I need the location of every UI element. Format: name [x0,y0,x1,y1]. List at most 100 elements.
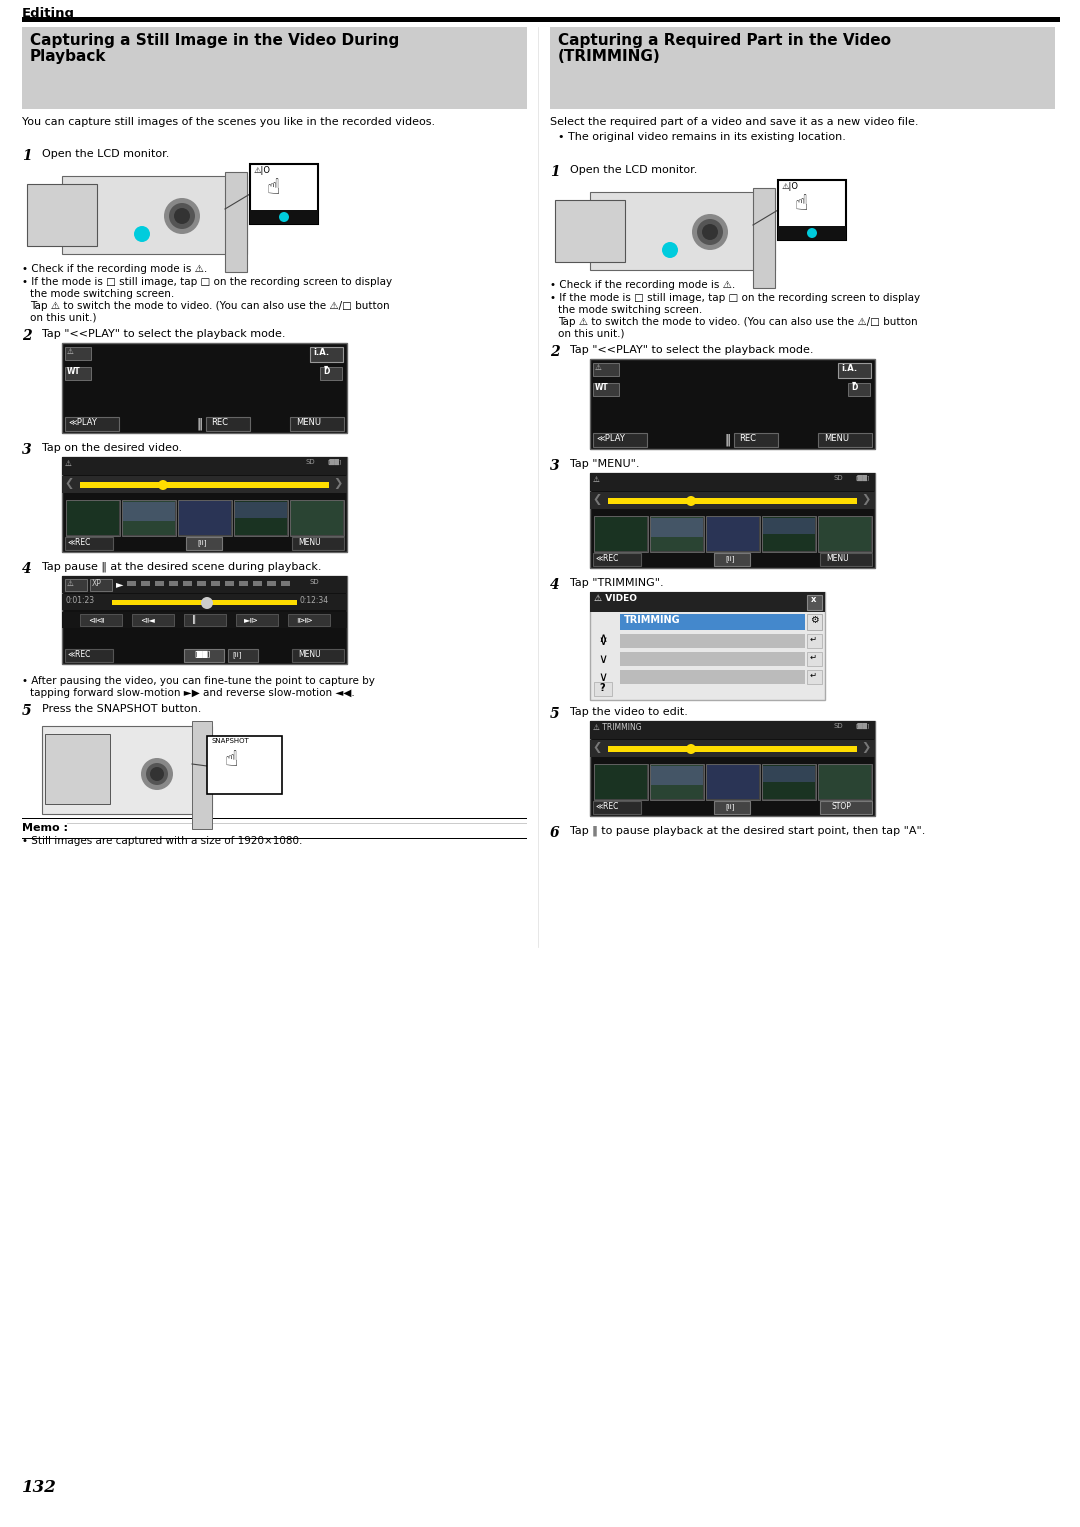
Text: [██]: [██] [855,475,869,481]
Bar [593,363,619,376]
Text: [ii]: [ii] [725,803,734,809]
Bar [197,580,206,586]
Bar [620,670,805,684]
Bar [281,580,291,586]
Text: • Check if the recording mode is ⚠.: • Check if the recording mode is ⚠. [22,264,207,273]
Bar [590,192,775,270]
Bar [593,434,647,447]
Circle shape [146,764,168,785]
Circle shape [279,212,289,221]
Text: ≪REC: ≪REC [595,802,619,811]
Text: the mode switching screen.: the mode switching screen. [30,289,174,299]
Bar [762,518,815,551]
Bar [234,499,288,536]
Text: Tap pause ‖ at the desired scene during playback.: Tap pause ‖ at the desired scene during … [42,562,322,573]
Bar [239,580,248,586]
Bar [819,765,870,799]
Text: ⚠: ⚠ [593,475,599,484]
Text: Editing: Editing [22,8,75,20]
Text: ▾: ▾ [852,379,856,386]
Bar [42,725,212,814]
Bar [590,592,825,612]
Text: ≪PLAY: ≪PLAY [596,434,625,443]
Bar [207,736,282,794]
Bar [291,499,345,536]
Text: Capturing a Required Part in the Video: Capturing a Required Part in the Video [558,34,891,47]
Text: 3: 3 [550,460,559,473]
Bar [590,359,875,449]
Circle shape [134,226,150,241]
Bar [762,765,815,799]
Text: 3: 3 [22,443,31,457]
Text: SD: SD [309,579,319,585]
Text: 0:01:23: 0:01:23 [65,596,94,605]
Bar [90,579,112,591]
Bar [594,516,648,551]
Bar [778,226,846,240]
Circle shape [168,203,195,229]
Text: 2: 2 [22,328,31,344]
Text: ❮: ❮ [592,495,602,505]
Bar [714,802,750,814]
Bar [211,580,220,586]
Bar [807,634,822,647]
Text: • After pausing the video, you can fine-tune the point to capture by: • After pausing the video, you can fine-… [22,676,375,686]
Bar [310,347,343,362]
Text: i.A.: i.A. [313,348,329,357]
Bar [249,211,318,224]
Bar [778,180,846,240]
Bar [67,501,119,534]
Bar [65,417,119,431]
Bar [62,476,347,493]
Text: 5: 5 [550,707,559,721]
Text: ❮: ❮ [592,742,602,753]
Bar [594,764,648,800]
Bar [555,200,625,263]
Text: Open the LCD monitor.: Open the LCD monitor. [42,150,170,159]
Text: ⚠: ⚠ [65,460,72,467]
Text: ≪REC: ≪REC [67,651,91,660]
Bar [225,580,234,586]
Bar [650,516,704,551]
Text: D: D [851,383,858,392]
Bar [178,499,232,536]
Text: [██]: [██] [327,460,341,466]
Circle shape [697,218,723,244]
Text: ≪REC: ≪REC [595,554,619,563]
Text: MENU: MENU [826,554,849,563]
Bar [192,721,212,829]
Bar [235,502,287,518]
Text: Playback: Playback [30,49,107,64]
Circle shape [150,767,164,780]
Text: 132: 132 [22,1480,57,1496]
Bar [707,518,759,551]
Text: ↵: ↵ [810,654,816,663]
Bar [820,802,872,814]
Bar [820,553,872,567]
Bar [62,176,247,253]
Text: ⚙: ⚙ [810,615,819,625]
Text: MENU: MENU [296,418,321,428]
Text: Tap ⚠ to switch the mode to video. (You can also use the ⚠/□ button: Tap ⚠ to switch the mode to video. (You … [30,301,390,312]
Bar [706,516,760,551]
Text: 1: 1 [550,165,559,179]
Text: x: x [811,596,816,605]
Text: Tap ⚠ to switch the mode to video. (You can also use the ⚠/□ button: Tap ⚠ to switch the mode to video. (You … [558,318,918,327]
Bar [620,634,805,647]
Text: SD: SD [305,460,314,466]
Text: ⧏◄: ⧏◄ [140,615,154,625]
Bar [65,366,91,380]
Bar [550,27,1055,108]
Text: SD: SD [833,722,842,728]
Text: ⚠ VIDEO: ⚠ VIDEO [594,594,637,603]
Text: TRIMMING: TRIMMING [624,615,680,625]
Bar [593,802,642,814]
Text: i.A.: i.A. [841,363,858,373]
Bar [594,683,612,696]
Text: [██]: [██] [855,722,869,728]
Bar [320,366,342,380]
Text: • Still images are captured with a size of 1920×1080.: • Still images are captured with a size … [22,835,302,846]
Bar [65,538,113,550]
Text: ∨: ∨ [598,654,607,666]
Bar [807,652,822,666]
